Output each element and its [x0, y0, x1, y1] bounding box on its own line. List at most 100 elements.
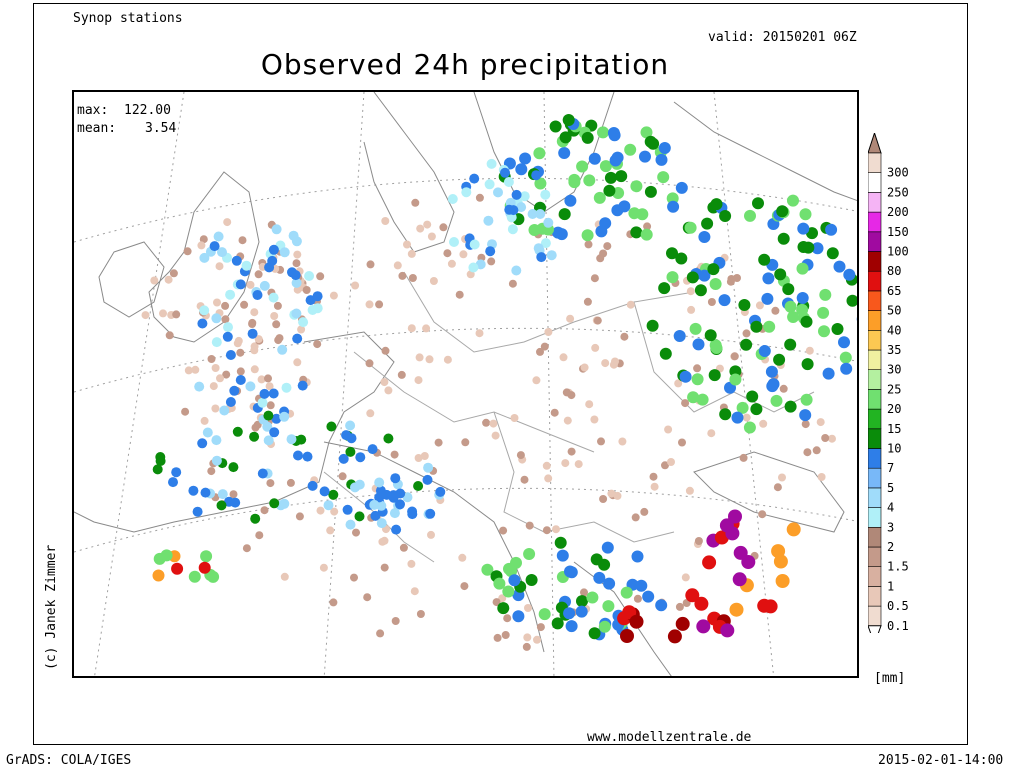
station-marker [416, 224, 425, 233]
station-marker [199, 305, 210, 316]
station-marker [639, 150, 651, 163]
station-marker [319, 563, 328, 572]
copyright: (c) Janek Zimmer [44, 544, 59, 670]
station-marker [599, 249, 608, 258]
station-marker [475, 329, 484, 338]
station-marker [323, 500, 334, 511]
station-marker [784, 400, 797, 413]
station-marker [375, 300, 384, 309]
station-marker [150, 276, 159, 285]
station-marker [601, 541, 614, 554]
station-marker [427, 232, 436, 241]
station-marker [390, 450, 399, 459]
station-marker [584, 240, 593, 249]
legend-box [868, 526, 882, 548]
station-marker [489, 419, 498, 428]
station-marker [602, 600, 615, 613]
station-marker [575, 605, 588, 618]
legend-box [868, 408, 882, 430]
station-marker [646, 319, 659, 332]
station-marker [188, 485, 199, 496]
station-marker [199, 252, 210, 263]
station-marker [568, 176, 581, 189]
station-marker [559, 131, 572, 144]
station-marker [698, 269, 711, 282]
legend-box [868, 389, 882, 410]
station-marker [460, 582, 469, 591]
station-marker [590, 274, 599, 283]
station-marker [493, 577, 506, 590]
station-marker [291, 277, 302, 288]
station-marker [257, 468, 268, 479]
legend-label: 30 [887, 363, 901, 377]
station-marker [435, 486, 446, 497]
station-marker [709, 278, 722, 290]
station-marker [758, 345, 771, 357]
station-marker [188, 570, 201, 583]
station-marker [447, 259, 456, 268]
station-marker [211, 404, 220, 413]
station-marker [221, 301, 230, 310]
station-marker [519, 152, 532, 165]
station-marker [279, 498, 290, 509]
page-title: Observed 24h precipitation [260, 48, 670, 81]
station-marker [615, 170, 628, 183]
station-marker [481, 563, 494, 576]
station-marker [219, 405, 230, 416]
station-marker [485, 246, 496, 257]
station-marker [689, 322, 702, 335]
legend-label: 300 [887, 166, 909, 180]
station-marker [649, 472, 658, 481]
legend-label: 0.1 [887, 619, 909, 633]
station-marker [771, 306, 780, 315]
station-marker [280, 572, 289, 581]
station-marker [620, 629, 634, 643]
legend-label: 0.5 [887, 599, 909, 613]
station-marker [459, 250, 468, 259]
station-marker [216, 500, 227, 511]
station-marker [211, 364, 220, 372]
station-marker [350, 482, 360, 493]
station-marker [811, 242, 824, 255]
station-marker [797, 241, 810, 253]
legend-label: 40 [887, 323, 901, 337]
station-marker [159, 309, 167, 318]
legend-label: 7 [887, 461, 894, 475]
station-marker [555, 228, 568, 241]
station-marker [376, 518, 387, 529]
station-marker [388, 492, 399, 503]
station-marker [599, 160, 612, 173]
station-marker [812, 446, 821, 455]
legend-box [868, 428, 882, 449]
station-marker [199, 235, 208, 244]
station-marker [718, 294, 731, 307]
station-marker [618, 437, 627, 446]
station-marker [304, 271, 315, 281]
station-marker [207, 467, 216, 476]
legend-box [868, 448, 882, 469]
station-marker [209, 241, 220, 252]
legend-box [868, 487, 882, 508]
station-marker [281, 382, 292, 393]
station-marker [398, 271, 407, 280]
station-marker [298, 317, 309, 328]
station-marker [414, 454, 423, 462]
station-marker [538, 608, 551, 621]
station-marker [585, 400, 594, 409]
station-marker [326, 526, 335, 535]
station-marker [290, 270, 301, 281]
station-marker [742, 413, 751, 422]
station-marker [626, 300, 635, 309]
station-marker [725, 526, 740, 541]
station-marker [603, 184, 616, 197]
station-marker [413, 481, 424, 491]
station-marker [556, 549, 569, 562]
legend-label: 25 [887, 382, 901, 396]
station-marker [475, 193, 484, 202]
station-marker [821, 434, 830, 442]
station-marker [307, 480, 318, 491]
station-marker [384, 386, 393, 395]
station-marker [534, 177, 547, 190]
station-marker [319, 486, 330, 497]
station-marker [183, 247, 192, 256]
